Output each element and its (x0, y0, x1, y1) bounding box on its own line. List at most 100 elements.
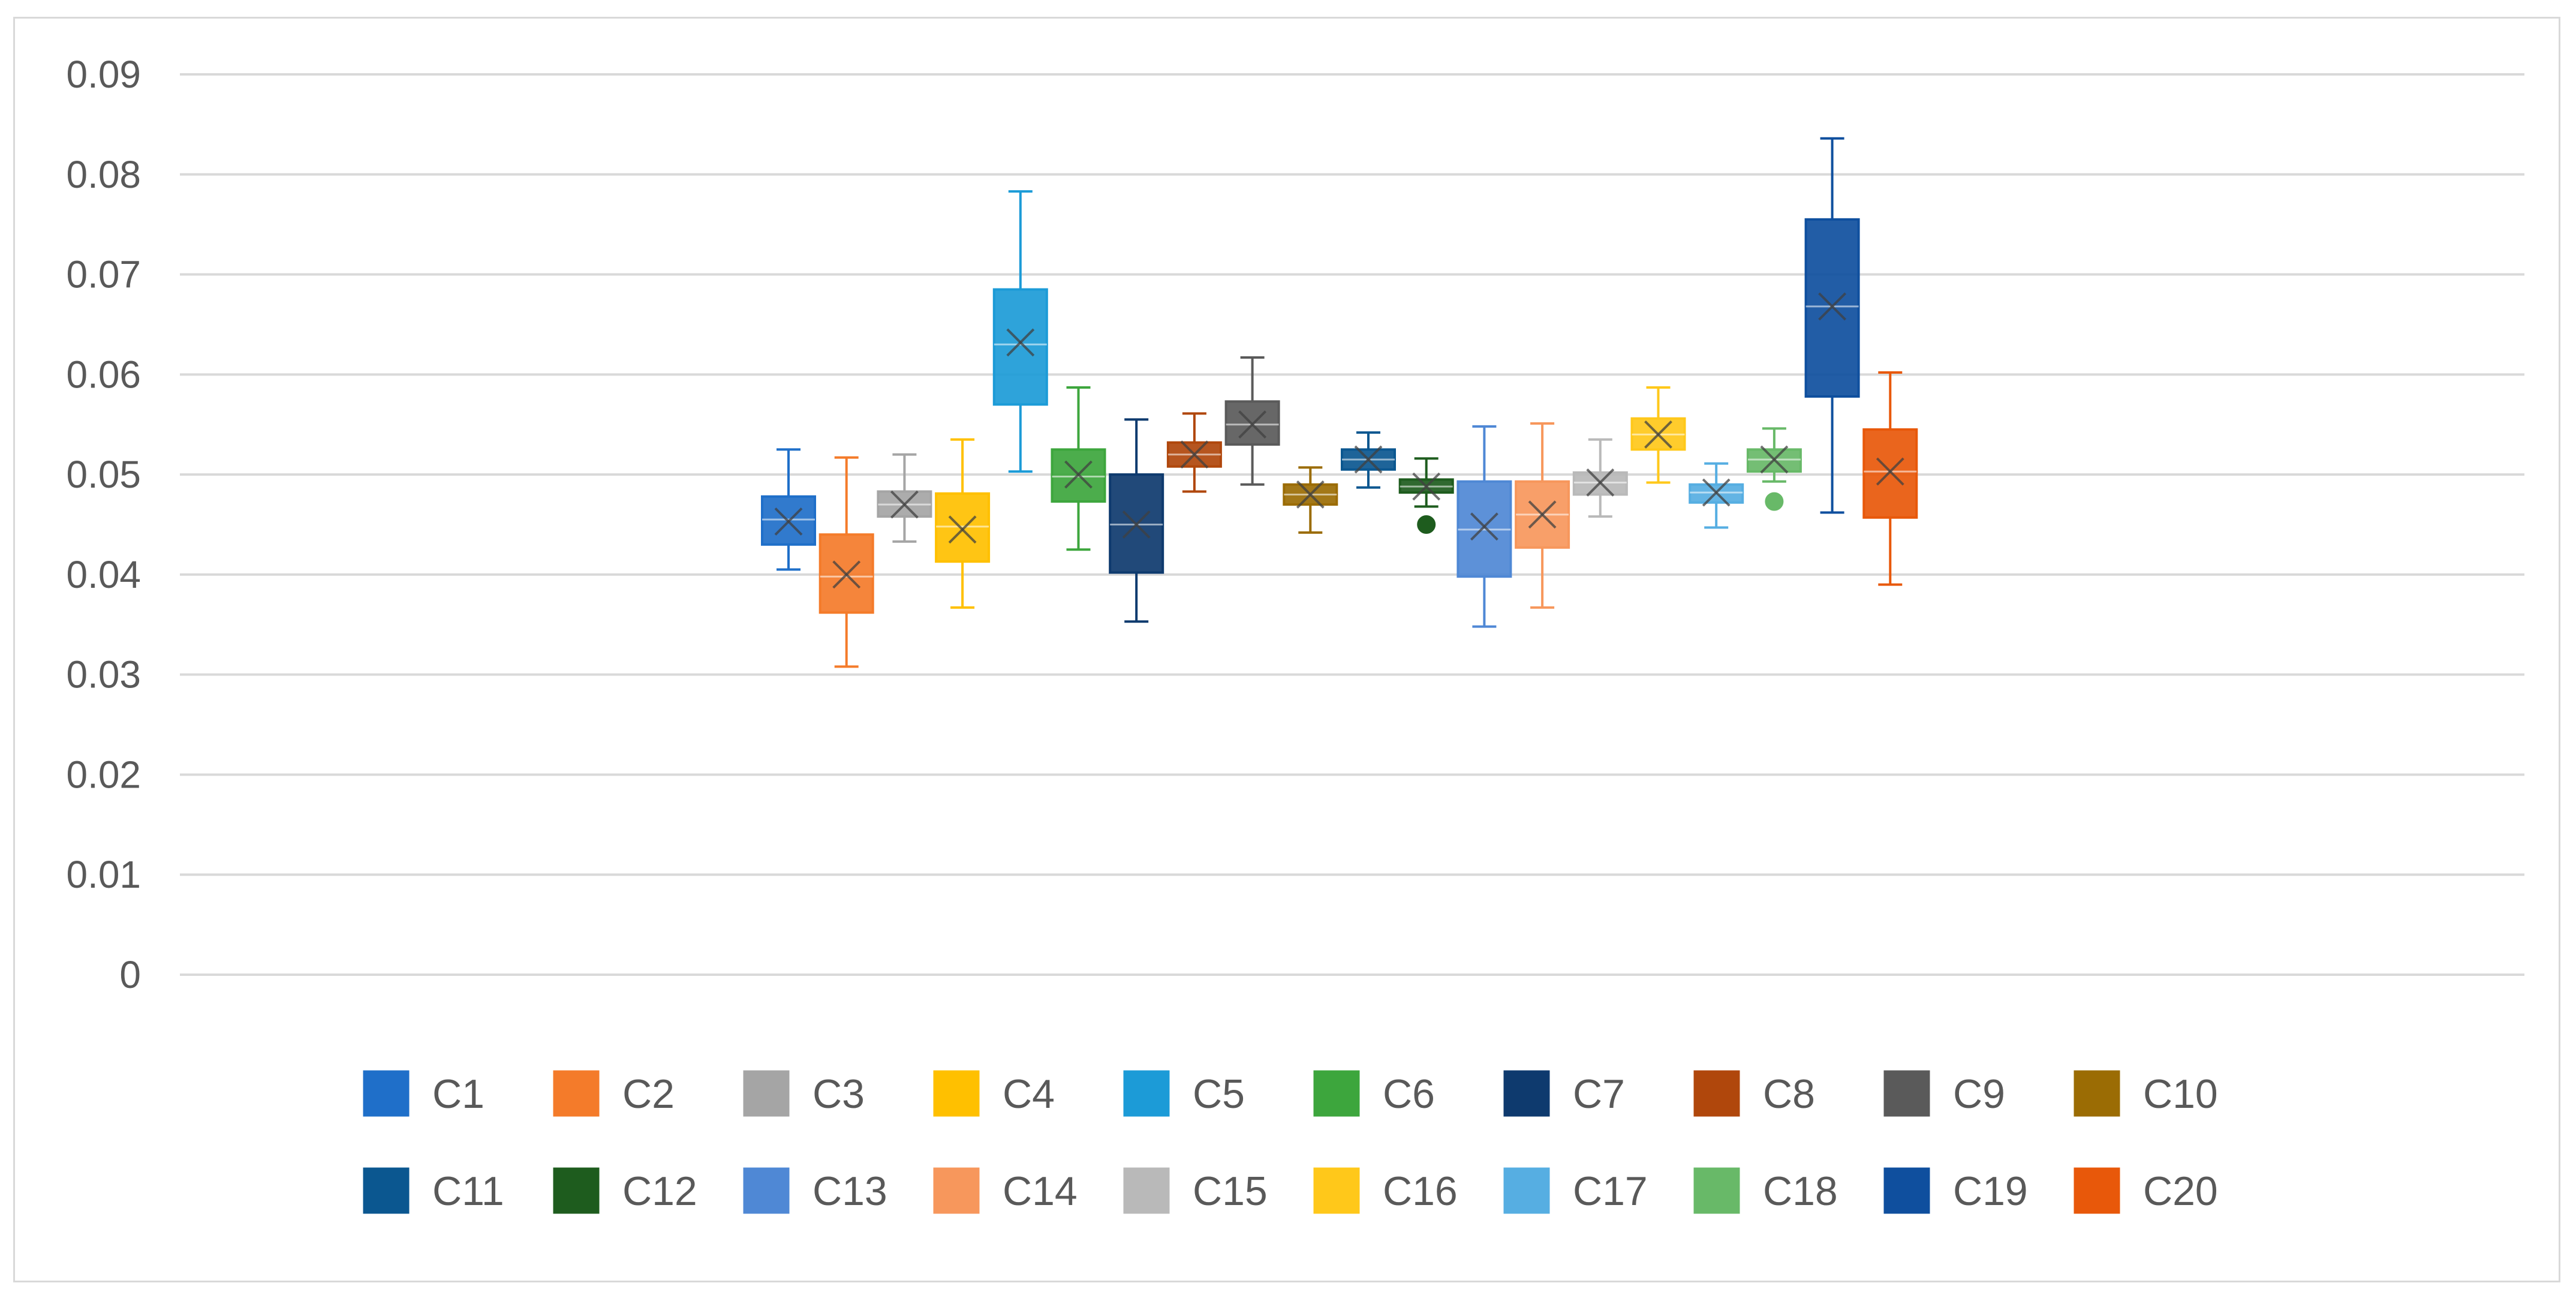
gridlines (180, 73, 2524, 976)
legend-label: C20 (2143, 1168, 2218, 1214)
legend-label: C2 (622, 1071, 675, 1117)
mean-marker (1296, 480, 1325, 509)
mean-marker (832, 560, 861, 589)
box-body (992, 288, 1048, 406)
box-series (761, 137, 1918, 668)
legend-label: C10 (2143, 1071, 2218, 1117)
legend-item-c12: C12 (553, 1167, 697, 1214)
box-c20 (1862, 371, 1918, 586)
legend-label: C7 (1573, 1071, 1625, 1117)
box-c2 (818, 456, 874, 668)
mean-marker (1412, 472, 1441, 501)
box-body (1862, 428, 1918, 519)
legend-swatch (933, 1070, 980, 1117)
legend-label: C11 (432, 1168, 504, 1214)
box-c12 (1398, 457, 1454, 534)
mean-marker (1180, 440, 1209, 469)
box-c5 (992, 190, 1048, 473)
legend-label: C1 (432, 1071, 484, 1117)
y-tick-label: 0 (119, 953, 141, 996)
legend-label: C18 (1763, 1168, 1838, 1214)
y-tick-label: 0.09 (66, 53, 141, 96)
legend-swatch (553, 1070, 600, 1117)
legend-swatch (1123, 1167, 1170, 1214)
legend-item-c2: C2 (553, 1070, 675, 1117)
legend-label: C14 (1003, 1168, 1078, 1214)
legend-swatch (1693, 1070, 1740, 1117)
mean-marker (1354, 445, 1383, 474)
box-c16 (1630, 386, 1686, 484)
legend-item-c10: C10 (2074, 1070, 2218, 1117)
legend-label: C5 (1193, 1071, 1245, 1117)
mean-marker (1006, 328, 1035, 357)
mean-marker (1238, 410, 1267, 439)
legend-swatch (1313, 1167, 1360, 1214)
mean-marker (774, 507, 803, 536)
legend-swatch (1503, 1167, 1550, 1214)
legend-swatch (933, 1167, 980, 1214)
mean-marker (1064, 460, 1093, 489)
legend-swatch (743, 1167, 790, 1214)
legend-swatch (2074, 1070, 2120, 1117)
box-c19 (1804, 137, 1860, 514)
legend-label: C15 (1193, 1168, 1268, 1214)
box-c9 (1224, 356, 1280, 486)
legend-swatch (1503, 1070, 1550, 1117)
mean-marker (1586, 468, 1615, 497)
box-c8 (1166, 412, 1222, 493)
box-c3 (877, 453, 932, 543)
legend-item-c20: C20 (2074, 1167, 2218, 1214)
legend-label: C8 (1763, 1071, 1815, 1117)
legend-label: C4 (1003, 1071, 1055, 1117)
legend-swatch (553, 1167, 600, 1214)
legend-item-c11: C11 (363, 1167, 504, 1214)
y-tick-label: 0.08 (66, 153, 141, 196)
box-c4 (935, 438, 991, 609)
outlier-point (1765, 492, 1784, 511)
legend-item-c17: C17 (1503, 1167, 1648, 1214)
legend-label: C16 (1383, 1168, 1458, 1214)
legend-item-c9: C9 (1883, 1070, 2005, 1117)
legend-item-c18: C18 (1693, 1167, 1838, 1214)
y-tick-label: 0.03 (66, 653, 141, 696)
y-tick-label: 0.02 (66, 753, 141, 796)
legend-item-c19: C19 (1883, 1167, 2028, 1214)
legend-item-c4: C4 (933, 1070, 1055, 1117)
box-c15 (1572, 438, 1628, 518)
box-c6 (1051, 386, 1106, 551)
mean-marker (890, 490, 919, 519)
legend-label: C19 (1953, 1168, 2028, 1214)
y-tick-label: 0.06 (66, 353, 141, 396)
legend-label: C12 (622, 1168, 697, 1214)
mean-marker (1702, 478, 1731, 507)
legend-swatch (1883, 1070, 1930, 1117)
mean-marker (1122, 510, 1151, 539)
legend-item-c13: C13 (743, 1167, 887, 1214)
box-c18 (1746, 427, 1802, 511)
legend-item-c5: C5 (1123, 1070, 1245, 1117)
outlier-point (1417, 515, 1436, 534)
legend-item-c1: C1 (363, 1070, 484, 1117)
legend-swatch (363, 1070, 410, 1117)
legend-swatch (363, 1167, 410, 1214)
mean-marker (948, 515, 977, 544)
mean-marker (1644, 420, 1672, 449)
legend-item-c3: C3 (743, 1070, 865, 1117)
mean-marker (1760, 445, 1789, 474)
legend-item-c16: C16 (1313, 1167, 1458, 1214)
y-tick-label: 0.01 (66, 853, 141, 896)
legend-label: C17 (1573, 1168, 1648, 1214)
box-c14 (1515, 422, 1570, 609)
y-axis-ticks: 0 0.01 0.02 0.03 0.04 0.05 0.06 0.07 0.08 0.09 (66, 53, 141, 996)
chart-frame (13, 17, 2560, 1282)
legend-label: C3 (812, 1071, 865, 1117)
box-body (1224, 400, 1280, 446)
y-tick-label: 0.05 (66, 453, 141, 496)
legend-swatch (1123, 1070, 1170, 1117)
legend-item-c14: C14 (933, 1167, 1078, 1214)
y-tick-label: 0.04 (66, 553, 141, 596)
legend-item-c15: C15 (1123, 1167, 1268, 1214)
legend-label: C9 (1953, 1071, 2005, 1117)
box-c13 (1456, 425, 1512, 628)
